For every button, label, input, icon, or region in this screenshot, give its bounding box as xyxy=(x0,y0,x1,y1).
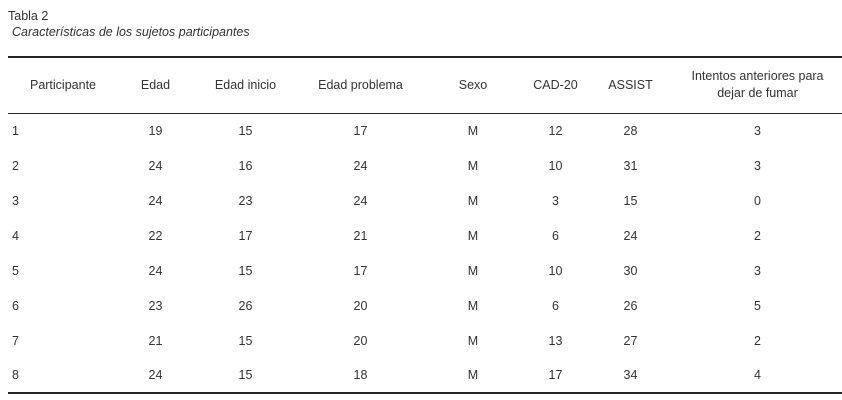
table-row: 6 23 26 20 M 6 26 5 xyxy=(8,288,842,323)
column-header-cad20: CAD-20 xyxy=(523,57,588,114)
table-row: 4 22 17 21 M 6 24 2 xyxy=(8,218,842,253)
table-cell: 8 xyxy=(12,368,19,382)
table-cell: 31 xyxy=(623,158,638,173)
table-cell: 3 xyxy=(12,193,19,208)
table-cell: 17 xyxy=(353,123,368,138)
column-header-intentos: Intentos anteriores para dejar de fumar xyxy=(673,57,842,114)
participants-table: Participante Edad Edad inicio Edad probl… xyxy=(8,56,842,394)
table-cell: 20 xyxy=(353,298,368,313)
column-header-edad-inicio: Edad inicio xyxy=(193,57,298,114)
column-header-sexo: Sexo xyxy=(423,57,523,114)
table-row: 1 19 15 17 M 12 28 3 xyxy=(8,113,842,148)
table-cell: M xyxy=(467,333,479,348)
table-cell: 21 xyxy=(353,228,368,243)
table-label: Tabla 2 xyxy=(8,9,49,23)
table-cell: 18 xyxy=(353,368,368,382)
table-row: 3 24 23 24 M 3 15 0 xyxy=(8,183,842,218)
table-cell: 26 xyxy=(623,298,638,313)
table-cell: 20 xyxy=(353,333,368,348)
table-cell: M xyxy=(467,123,479,138)
table-cell: 6 xyxy=(552,298,559,313)
table-cell: 15 xyxy=(238,368,253,382)
table-cell: 4 xyxy=(12,228,19,243)
table-cell: 22 xyxy=(148,228,163,243)
table-cell: 0 xyxy=(754,193,761,208)
table-cell: 3 xyxy=(754,123,761,138)
table-cell: 19 xyxy=(148,123,163,138)
table-cell: 16 xyxy=(238,158,253,173)
table-cell: 27 xyxy=(623,333,638,348)
table-row: 7 21 15 20 M 13 27 2 xyxy=(8,323,842,358)
table-header-row: Participante Edad Edad inicio Edad probl… xyxy=(8,57,842,114)
table-cell: 3 xyxy=(754,158,761,173)
table-cell: 23 xyxy=(148,298,163,313)
table-cell: 6 xyxy=(12,298,19,313)
table-cell: 24 xyxy=(148,158,163,173)
table-cell: 15 xyxy=(238,123,253,138)
table-cell: 2 xyxy=(754,228,761,243)
table-cell: M xyxy=(467,368,479,382)
table-cell: 6 xyxy=(552,228,559,243)
table-cell: 24 xyxy=(353,193,368,208)
table-cell: 4 xyxy=(754,368,761,382)
table-cell: M xyxy=(467,228,479,243)
table-cell: 2 xyxy=(12,158,19,173)
table-row: 2 24 16 24 M 10 31 3 xyxy=(8,148,842,183)
table-cell: 3 xyxy=(754,263,761,278)
table-cell: 34 xyxy=(623,368,638,382)
column-header-assist: ASSIST xyxy=(588,57,673,114)
table-cell: 15 xyxy=(623,193,638,208)
table-cell: 17 xyxy=(238,228,253,243)
table-cell: 10 xyxy=(548,158,563,173)
table-cell: 5 xyxy=(12,263,19,278)
table-row: 8 24 15 18 M 17 34 4 xyxy=(8,358,842,393)
table-cell: 15 xyxy=(238,263,253,278)
table-caption: Características de los sujetos participa… xyxy=(12,25,250,39)
table-cell: 15 xyxy=(238,333,253,348)
table-cell: 2 xyxy=(754,333,761,348)
table-cell: 1 xyxy=(12,123,19,138)
table-cell: 24 xyxy=(623,228,638,243)
table-cell: 24 xyxy=(148,368,163,382)
table-cell: 12 xyxy=(548,123,563,138)
table-cell: 17 xyxy=(548,368,563,382)
table-cell: 24 xyxy=(353,158,368,173)
table-body: 1 19 15 17 M 12 28 3 2 24 16 24 M 10 31 3 3 24 23 24 M 3 15 0 4 2… xyxy=(8,113,842,393)
table-cell: M xyxy=(467,158,479,173)
table-cell: M xyxy=(467,193,479,208)
column-header-edad: Edad xyxy=(118,57,193,114)
table-cell: 23 xyxy=(238,193,253,208)
column-header-participante: Participante xyxy=(8,57,118,114)
table-cell: 21 xyxy=(148,333,163,348)
table-cell: 7 xyxy=(12,333,19,348)
table-cell: 24 xyxy=(148,263,163,278)
table-cell: 13 xyxy=(548,333,563,348)
table-cell: 5 xyxy=(754,298,761,313)
table-cell: M xyxy=(467,298,479,313)
column-header-edad-problema: Edad problema xyxy=(298,57,423,114)
table-cell: 30 xyxy=(623,263,638,278)
table-cell: 17 xyxy=(353,263,368,278)
table-cell: 26 xyxy=(238,298,253,313)
table-row: 5 24 15 17 M 10 30 3 xyxy=(8,253,842,288)
table-cell: M xyxy=(467,263,479,278)
table-cell: 28 xyxy=(623,123,638,138)
table-cell: 24 xyxy=(148,193,163,208)
table-cell: 10 xyxy=(548,263,563,278)
table-cell: 3 xyxy=(552,193,559,208)
table-header: Participante Edad Edad inicio Edad probl… xyxy=(8,57,842,114)
